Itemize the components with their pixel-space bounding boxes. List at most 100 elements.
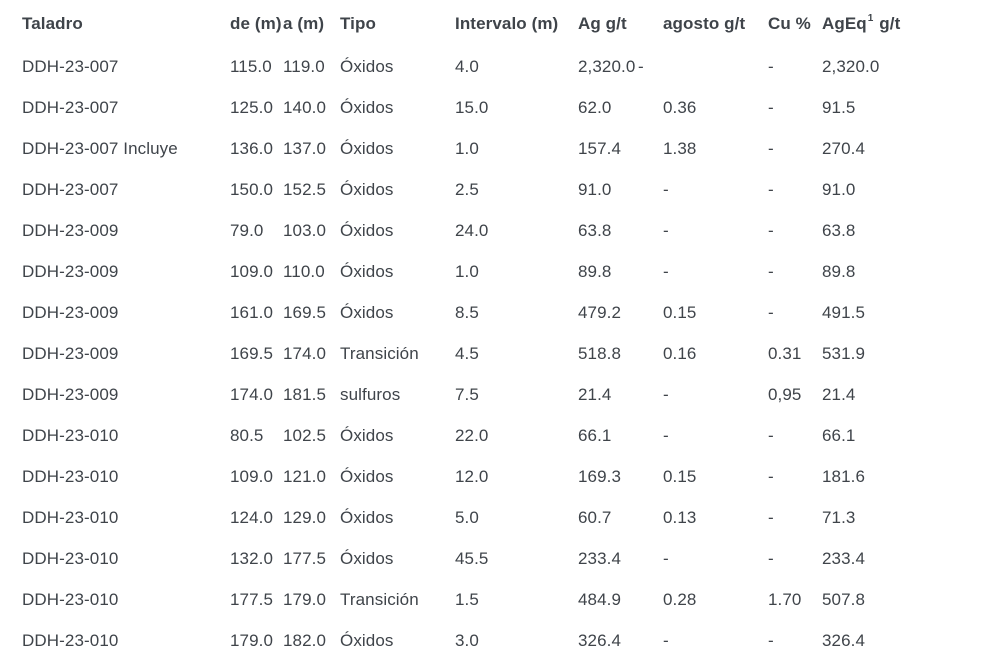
table-cell: 1.5 [455, 579, 578, 620]
table-cell: 4.5 [455, 333, 578, 374]
cell-text: Óxidos [340, 507, 394, 527]
cell-text: 179.0 [283, 589, 327, 609]
table-cell: - [768, 415, 822, 456]
table-cell: 0.15 [663, 292, 768, 333]
cell-text: 21.4 [578, 384, 612, 404]
cell-text: 109.0 [230, 261, 274, 281]
cell-text: DDH-23-010 [22, 548, 119, 568]
table-cell: 91.5 [822, 87, 1000, 128]
cell-text: DDH-23-007 [22, 97, 119, 117]
table-cell: 179.0 [283, 579, 340, 620]
cell-text: Óxidos [340, 466, 394, 486]
cell-text: 132.0 [230, 548, 274, 568]
table-row: DDH-23-010 80.5 102.5 Óxidos 22.0 66.1 - - 66.1 [22, 415, 1000, 456]
cell-text: 518.8 [578, 343, 622, 363]
ageq-label: AgEq [822, 14, 867, 33]
table-cell: 169.3 [578, 456, 663, 497]
cell-text: 124.0 [230, 507, 274, 527]
table-cell: DDH-23-007 [22, 169, 230, 210]
cell-text: 2,320.0 [822, 56, 880, 76]
table-cell: - [768, 620, 822, 661]
table-cell: 60.7 [578, 497, 663, 538]
table-cell: 1.0 [455, 251, 578, 292]
table-row: DDH-23-009 169.5 174.0 Transición 4.5 518.8 0.… [22, 333, 1000, 374]
table-cell: 152.5 [283, 169, 340, 210]
table-cell: 103.0 [283, 210, 340, 251]
table-cell: - [663, 374, 768, 415]
cell-text: 137.0 [283, 138, 327, 158]
cell-text: Óxidos [340, 56, 394, 76]
table-cell: 0.16 [663, 333, 768, 374]
table-cell: Transición [340, 579, 455, 620]
table-cell: 45.5 [455, 538, 578, 579]
table-cell: 1.70 [768, 579, 822, 620]
cell-text: 0.13 [663, 507, 697, 527]
cell-text: - [663, 548, 669, 568]
cell-text: - [768, 220, 774, 240]
cell-text: 169.5 [283, 302, 327, 322]
cell-text: 177.5 [283, 548, 327, 568]
table-cell: Óxidos [340, 456, 455, 497]
table-cell: Óxidos [340, 497, 455, 538]
table-cell: 91.0 [578, 169, 663, 210]
table-cell: 1.38 [663, 128, 768, 169]
table-row: DDH-23-007 115.0 119.0 Óxidos 4.0 2,320.0- -2,… [22, 46, 1000, 87]
table-cell: 102.5 [283, 415, 340, 456]
cell-text: - [768, 261, 774, 281]
cell-text: 491.5 [822, 302, 866, 322]
table-cell: 89.8 [822, 251, 1000, 292]
cell-text: sulfuros [340, 384, 401, 404]
table-row: DDH-23-010 177.5 179.0 Transición 1.5 484.9 0.… [22, 579, 1000, 620]
table-cell: 21.4 [578, 374, 663, 415]
table-row: DDH-23-009 174.0 181.5 sulfuros 7.5 21.4 - 0,95… [22, 374, 1000, 415]
cell-text: 115.0 [230, 56, 272, 76]
table-cell: DDH-23-010 [22, 620, 230, 661]
table-cell: Óxidos [340, 87, 455, 128]
cell-text: Óxidos [340, 138, 394, 158]
table-cell: 110.0 [283, 251, 340, 292]
table-cell: 2,320.0 [578, 46, 663, 87]
cell-text: 63.8 [822, 220, 856, 240]
column-header-cu-pct: Cu % [768, 14, 811, 33]
cell-text: 63.8 [578, 220, 612, 240]
cell-text: DDH-23-007 [22, 56, 119, 76]
table-cell: 177.5 [283, 538, 340, 579]
table-cell: 326.4 [822, 620, 1000, 661]
table-row: DDH-23-007 125.0 140.0 Óxidos 15.0 62.0 0.36 - 9… [22, 87, 1000, 128]
table-cell: DDH-23-010 [22, 415, 230, 456]
cell-text: 0.16 [663, 343, 697, 363]
table-cell: 124.0 [230, 497, 283, 538]
table-cell: DDH-23-007 [22, 46, 230, 87]
table-cell: 109.0 [230, 251, 283, 292]
cell-text: 2.5 [455, 179, 479, 199]
cell-text: - [768, 97, 774, 117]
cell-text: - [768, 302, 774, 322]
table-cell: 507.8 [822, 579, 1000, 620]
cell-text: - [768, 466, 774, 486]
column-header-tipo: Tipo [340, 14, 376, 33]
cell-text: - [663, 384, 669, 404]
column-header-ag-gt: Ag g/t [578, 14, 627, 33]
table-cell: 63.8 [822, 210, 1000, 251]
table-cell: - [663, 620, 768, 661]
cell-text: DDH-23-007 [22, 179, 119, 199]
cell-text: 66.1 [822, 425, 856, 445]
cell-text: 152.5 [283, 179, 327, 199]
drill-results-table: Taladro de (m) a (m) Tipo Intervalo (m) … [22, 2, 1000, 661]
table-cell: Óxidos [340, 538, 455, 579]
table-cell: 89.8 [578, 251, 663, 292]
cell-text: 80.5 [230, 425, 264, 445]
table-cell: - [663, 538, 768, 579]
table-cell: 484.9 [578, 579, 663, 620]
cell-text: - [638, 56, 644, 76]
table-cell: 3.0 [455, 620, 578, 661]
table-cell: 121.0 [283, 456, 340, 497]
table-cell: 136.0 [230, 128, 283, 169]
cell-text: 182.0 [283, 630, 327, 650]
cell-text: 157.4 [578, 138, 622, 158]
cell-text: 181.6 [822, 466, 866, 486]
ageq-unit: g/t [879, 14, 901, 33]
cell-text: 326.4 [822, 630, 866, 650]
table-cell: - [768, 538, 822, 579]
cell-text: - [768, 425, 774, 445]
